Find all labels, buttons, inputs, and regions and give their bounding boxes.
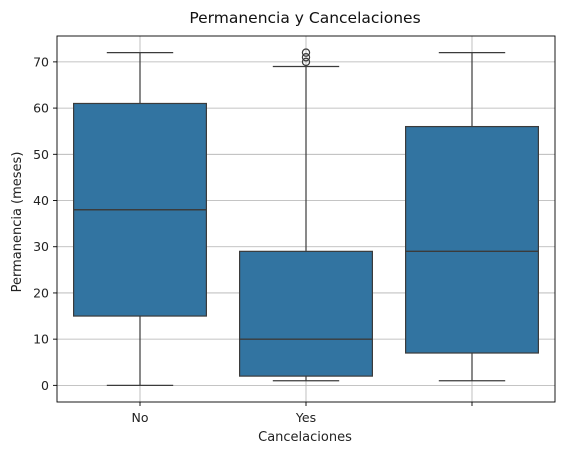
outlier-point	[301, 53, 311, 62]
x-tick-label: No	[132, 410, 149, 425]
chart-title: Permanencia y Cancelaciones	[189, 9, 420, 27]
y-axis-label: Permanencia (meses)	[10, 152, 25, 293]
plot-area: 0 10 20 30 40 50 60 70 No Yes	[33, 35, 556, 425]
outlier-point	[301, 48, 311, 57]
y-tick-label: 30	[33, 239, 49, 254]
y-tick-label: 50	[33, 147, 49, 162]
x-axis-label: Cancelaciones	[258, 430, 352, 445]
box-iqr	[239, 250, 374, 377]
y-tick-label: 20	[33, 285, 49, 300]
y-tick-label: 70	[33, 54, 49, 69]
x-tick-label: Yes	[295, 410, 316, 425]
outlier-point	[301, 57, 311, 67]
y-tick-label: 40	[33, 193, 49, 208]
y-tick-label: 60	[33, 101, 49, 116]
y-tick-label: 0	[41, 378, 49, 393]
box-iqr	[405, 125, 540, 354]
y-tick-label: 10	[33, 332, 49, 347]
